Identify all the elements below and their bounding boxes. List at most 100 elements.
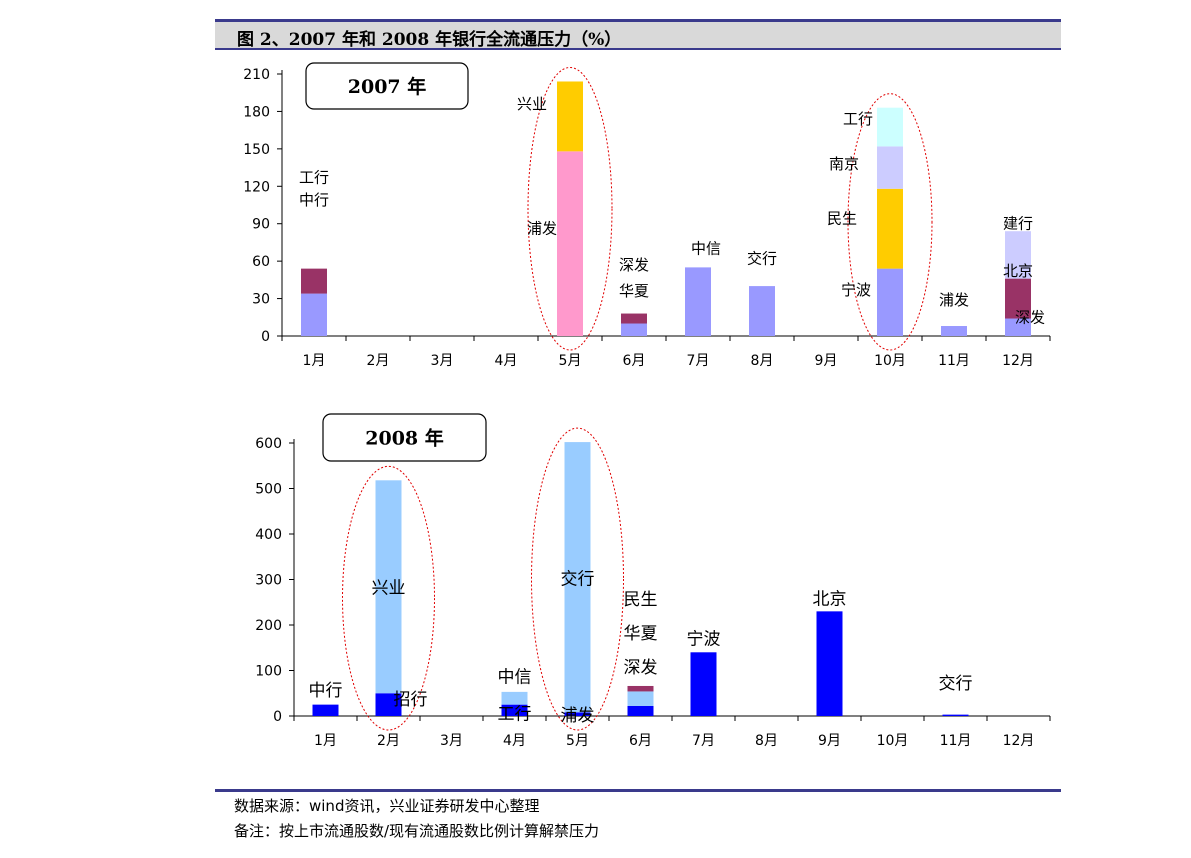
remark-note: 备注：按上市流通股数/现有流通股数比例计算解禁压力 — [234, 822, 600, 840]
bar-segment — [627, 685, 654, 692]
chart-title: 2007 年 — [348, 75, 427, 98]
highlight-ellipse — [527, 66, 613, 351]
x-tick-label: 4月 — [495, 353, 518, 369]
bar-annotation: 浦发 — [527, 220, 557, 238]
bar-segment — [749, 286, 775, 336]
bar-segment — [877, 188, 903, 269]
source-note: 数据来源：wind资讯，兴业证券研发中心整理 — [234, 797, 540, 815]
bar-annotation: 中信 — [498, 667, 532, 687]
bar-annotation: 深发 — [1015, 308, 1045, 326]
y-tick-label: 120 — [243, 179, 270, 195]
x-tick-label: 7月 — [687, 353, 710, 369]
bar-segment — [312, 704, 339, 716]
x-tick-label: 10月 — [874, 353, 906, 369]
x-tick-label: 10月 — [877, 733, 909, 749]
bar-segment — [301, 268, 327, 294]
highlight-ellipse — [847, 93, 933, 351]
chart-title-box — [322, 413, 487, 462]
y-tick-label: 90 — [252, 217, 270, 233]
bar-annotation: 工行 — [299, 169, 329, 187]
bar-annotation: 中行 — [309, 681, 343, 701]
x-tick-label: 9月 — [815, 353, 838, 369]
y-tick-label: 100 — [255, 664, 282, 680]
bar-segment — [627, 691, 654, 706]
bar-annotation: 兴业 — [372, 579, 406, 599]
bar-annotation: 北京 — [813, 590, 847, 610]
bar-segment — [301, 293, 327, 336]
x-tick-label: 12月 — [1003, 733, 1035, 749]
bar-segment — [941, 326, 967, 336]
chart-title: 2008 年 — [365, 427, 444, 450]
bar-segment — [621, 313, 647, 324]
bar-segment — [877, 146, 903, 189]
bar-segment — [501, 691, 528, 705]
bar-annotation: 交行 — [939, 674, 973, 694]
x-tick-label: 7月 — [692, 733, 715, 749]
x-tick-label: 8月 — [755, 733, 778, 749]
bar-annotation: 深发 — [619, 256, 649, 274]
bar-segment — [557, 81, 583, 152]
bar-annotation: 南京 — [829, 155, 859, 173]
y-tick-label: 600 — [255, 436, 282, 452]
x-tick-label: 5月 — [559, 353, 582, 369]
bar-annotation: 建行 — [1003, 215, 1033, 233]
footer-rule — [215, 789, 1061, 792]
bar-annotation: 民生 — [624, 590, 658, 610]
y-tick-label: 180 — [243, 104, 270, 120]
highlight-ellipse — [531, 427, 624, 731]
bar-segment — [375, 693, 402, 716]
y-tick-label: 30 — [252, 292, 270, 308]
bar-segment — [685, 267, 711, 336]
bar-annotation: 华夏 — [624, 624, 658, 644]
x-tick-label: 4月 — [503, 733, 526, 749]
bar-segment — [877, 268, 903, 336]
bar-annotation: 中行 — [299, 191, 329, 209]
x-tick-label: 9月 — [818, 733, 841, 749]
bar-segment — [1005, 278, 1031, 319]
bar-annotation: 招行 — [394, 690, 428, 710]
bar-annotation: 交行 — [561, 570, 595, 590]
bar-annotation: 华夏 — [619, 282, 649, 300]
bar-annotation: 浦发 — [939, 291, 969, 309]
bar-annotation: 北京 — [1003, 262, 1033, 280]
x-tick-label: 12月 — [1002, 353, 1034, 369]
bar-segment — [877, 107, 903, 147]
figure-title: 图 2、2007 年和 2008 年银行全流通压力（%） — [237, 30, 622, 50]
x-tick-label: 6月 — [623, 353, 646, 369]
x-tick-label: 3月 — [431, 353, 454, 369]
x-tick-label: 2月 — [377, 733, 400, 749]
bar-annotation: 兴业 — [517, 95, 547, 113]
highlight-ellipse — [342, 465, 435, 731]
bar-segment — [1005, 318, 1031, 336]
y-tick-label: 300 — [255, 573, 282, 589]
y-tick-label: 200 — [255, 618, 282, 634]
x-tick-label: 1月 — [303, 353, 326, 369]
bar-segment — [557, 151, 583, 336]
x-tick-label: 8月 — [751, 353, 774, 369]
x-tick-label: 11月 — [940, 733, 972, 749]
bar-segment — [564, 712, 591, 716]
bar-annotation: 宁波 — [687, 630, 721, 650]
x-tick-label: 1月 — [314, 733, 337, 749]
bar-annotation: 宁波 — [841, 281, 871, 299]
bar-annotation: 交行 — [747, 250, 777, 268]
bar-segment — [816, 611, 843, 716]
y-tick-label: 0 — [261, 329, 270, 345]
y-tick-label: 400 — [255, 527, 282, 543]
y-tick-label: 0 — [273, 709, 282, 725]
bar-segment — [1005, 231, 1031, 279]
bar-annotation: 深发 — [624, 658, 658, 678]
bar-segment — [564, 442, 591, 713]
y-tick-label: 500 — [255, 482, 282, 498]
x-tick-label: 6月 — [629, 733, 652, 749]
x-tick-label: 2月 — [367, 353, 390, 369]
bar-segment — [942, 714, 969, 716]
bar-segment — [621, 323, 647, 336]
x-tick-label: 3月 — [440, 733, 463, 749]
figure-title-bar: 图 2、2007 年和 2008 年银行全流通压力（%） — [215, 19, 1061, 50]
y-tick-label: 150 — [243, 142, 270, 158]
bar-segment — [501, 704, 528, 716]
bar-annotation: 工行 — [498, 705, 532, 725]
chart-title-box — [305, 62, 469, 110]
